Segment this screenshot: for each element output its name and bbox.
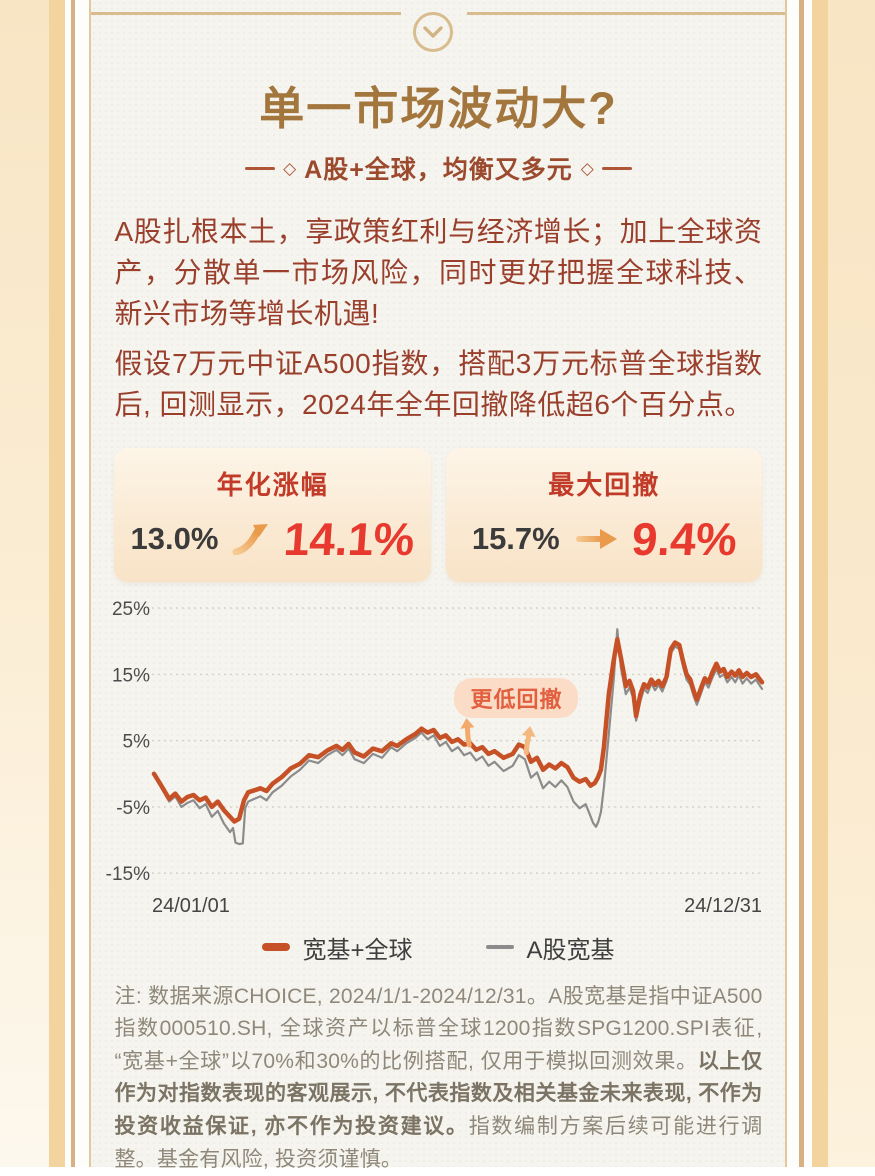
line-chart-svg: 25% 15% 5% -5% -15%24/01/01 24/12/31 [106,599,765,917]
annualized-gain-card: 年化涨幅 13.0% 14.1% [114,447,431,582]
right-outer-border [828,0,875,1167]
blend-series-label: 宽基+全球 [302,936,413,964]
stat-cards-row: 年化涨幅 13.0% 14.1% 最大回撤 [114,447,763,582]
gain-after-value: 14.1% [282,512,417,565]
annualized-gain-title: 年化涨幅 [216,469,329,500]
legend-item-blend: 宽基+全球 [262,930,412,965]
blend-series-swatch [262,943,291,952]
svg-text:5%: 5% [123,731,151,752]
content-column: 单一市场波动大? ◇ A股+全球，均衡又多元 ◇ A股扎根本土，享政策红利与经济… [91,83,785,1176]
diamond-icon: ◇ [283,158,297,178]
line-chart: 25% 15% 5% -5% -15% 24/01/01 24/12/31 更低回撤 [106,590,765,928]
drawdown-after-value: 9.4% [629,512,739,565]
intro-paragraph: A股扎根本土，享政策红利与经济增长；加上全球资产，分散单一市场风险，同时更好把握… [114,216,763,330]
right-tan-band [811,0,829,1167]
subtitle-dash-left [245,166,276,170]
footnote-disclaimer-bold: 以上仅作为对指数表现的客观展示, 不代表指数及相关基金未来表现, 不作为投资收益… [114,1049,763,1138]
right-gutter [787,0,812,1167]
right-gutter-line [799,0,805,1167]
svg-text:-15%: -15% [106,864,150,885]
svg-text:25%: 25% [112,599,150,620]
svg-text:-5%: -5% [117,798,151,819]
top-ornament-line-right [467,12,786,15]
paper-panel: 单一市场波动大? ◇ A股+全球，均衡又多元 ◇ A股扎根本土，享政策红利与经济… [89,0,788,1171]
a-share-series-swatch [486,945,515,950]
left-tan-band [48,0,66,1167]
right-arrow-icon [575,528,617,549]
footnote-risk: 指数编制方案后续可能进行调整。基金有风险, 投资须谨慎。 [114,1114,763,1171]
left-gutter [65,0,90,1167]
gain-before-value: 13.0% [130,520,219,556]
left-gutter-line [71,0,76,1167]
up-arrow-icon [522,725,537,756]
diamond-icon: ◇ [580,158,594,178]
up-arrow-icon [460,717,475,748]
footnote-source: 注: 数据来源CHOICE, 2024/1/1-2024/12/31。A股宽基是… [114,984,763,1073]
disclaimer-footnote: 注: 数据来源CHOICE, 2024/1/1-2024/12/31。A股宽基是… [114,981,762,1176]
subtitle-text: A股+全球，均衡又多元 [304,156,573,185]
max-drawdown-card: 最大回撤 15.7% 9.4% [445,447,763,582]
lower-drawdown-annotation: 更低回撤 [454,677,579,718]
svg-text:24/01/01: 24/01/01 [152,895,230,917]
svg-text:15%: 15% [112,665,150,686]
a-share-series-label: A股宽基 [526,936,615,964]
legend-item-a-share: A股宽基 [486,930,614,965]
max-drawdown-title: 最大回撤 [548,469,661,500]
curved-up-arrow-icon [232,523,269,555]
subtitle-row: ◇ A股+全球，均衡又多元 ◇ [114,150,762,186]
max-drawdown-values: 15.7% 9.4% [446,512,763,566]
left-outer-border [0,0,49,1167]
chevron-down-icon [423,26,444,38]
page-title: 单一市场波动大? [259,83,618,134]
drawdown-before-value: 15.7% [471,520,560,556]
backtest-paragraph: 假设7万元中证A500指数，搭配3万元标普全球指数后, 回测显示，2024年全年… [114,348,763,420]
chart-legend: 宽基+全球 A股宽基 [114,930,762,965]
subtitle-dash-right [601,166,632,170]
annualized-gain-values: 13.0% 14.1% [114,512,431,566]
top-ornament-line-left [91,12,402,15]
svg-text:24/12/31: 24/12/31 [685,895,763,917]
chevron-badge [413,12,454,52]
